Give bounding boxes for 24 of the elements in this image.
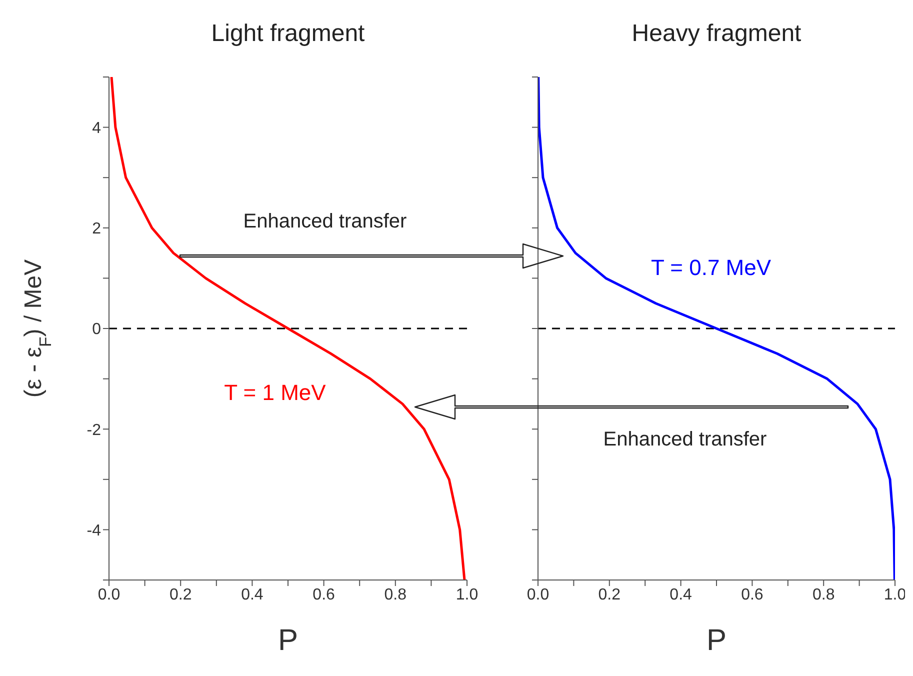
chart-title: Heavy fragment [630, 20, 802, 48]
annotation: Enhanced transfer [603, 428, 767, 452]
x-tick-label: 0.2 [169, 586, 192, 604]
series-label: T = 1 MeV [224, 380, 326, 406]
x-tick-label: 0.2 [598, 586, 621, 604]
x-axis-title: P [706, 624, 727, 657]
x-tick-label: 0.8 [384, 586, 407, 604]
x-tick-label: 0.6 [741, 586, 764, 604]
x-tick-label: 0.0 [98, 586, 120, 604]
x-axis-title: P [278, 624, 298, 657]
x-tick-label: 0.6 [312, 586, 336, 604]
y-tick-label: -4 [86, 522, 102, 540]
chart-title: Light fragment [210, 20, 366, 48]
x-tick-label: 0.4 [670, 586, 692, 604]
y-tick-label: 0 [92, 321, 102, 338]
y-tick-label: -2 [86, 422, 102, 439]
x-tick-label: 1.0 [456, 586, 478, 604]
series-label: T = 0.7 MeV [650, 255, 772, 281]
annotation: Enhanced transfer [243, 210, 407, 234]
y-tick-label: 4 [92, 120, 102, 137]
x-tick-label: 0.0 [526, 586, 550, 604]
x-tick-label: 0.8 [812, 586, 835, 604]
y-tick-label: 2 [92, 220, 102, 238]
x-tick-label: 0.4 [241, 586, 264, 604]
